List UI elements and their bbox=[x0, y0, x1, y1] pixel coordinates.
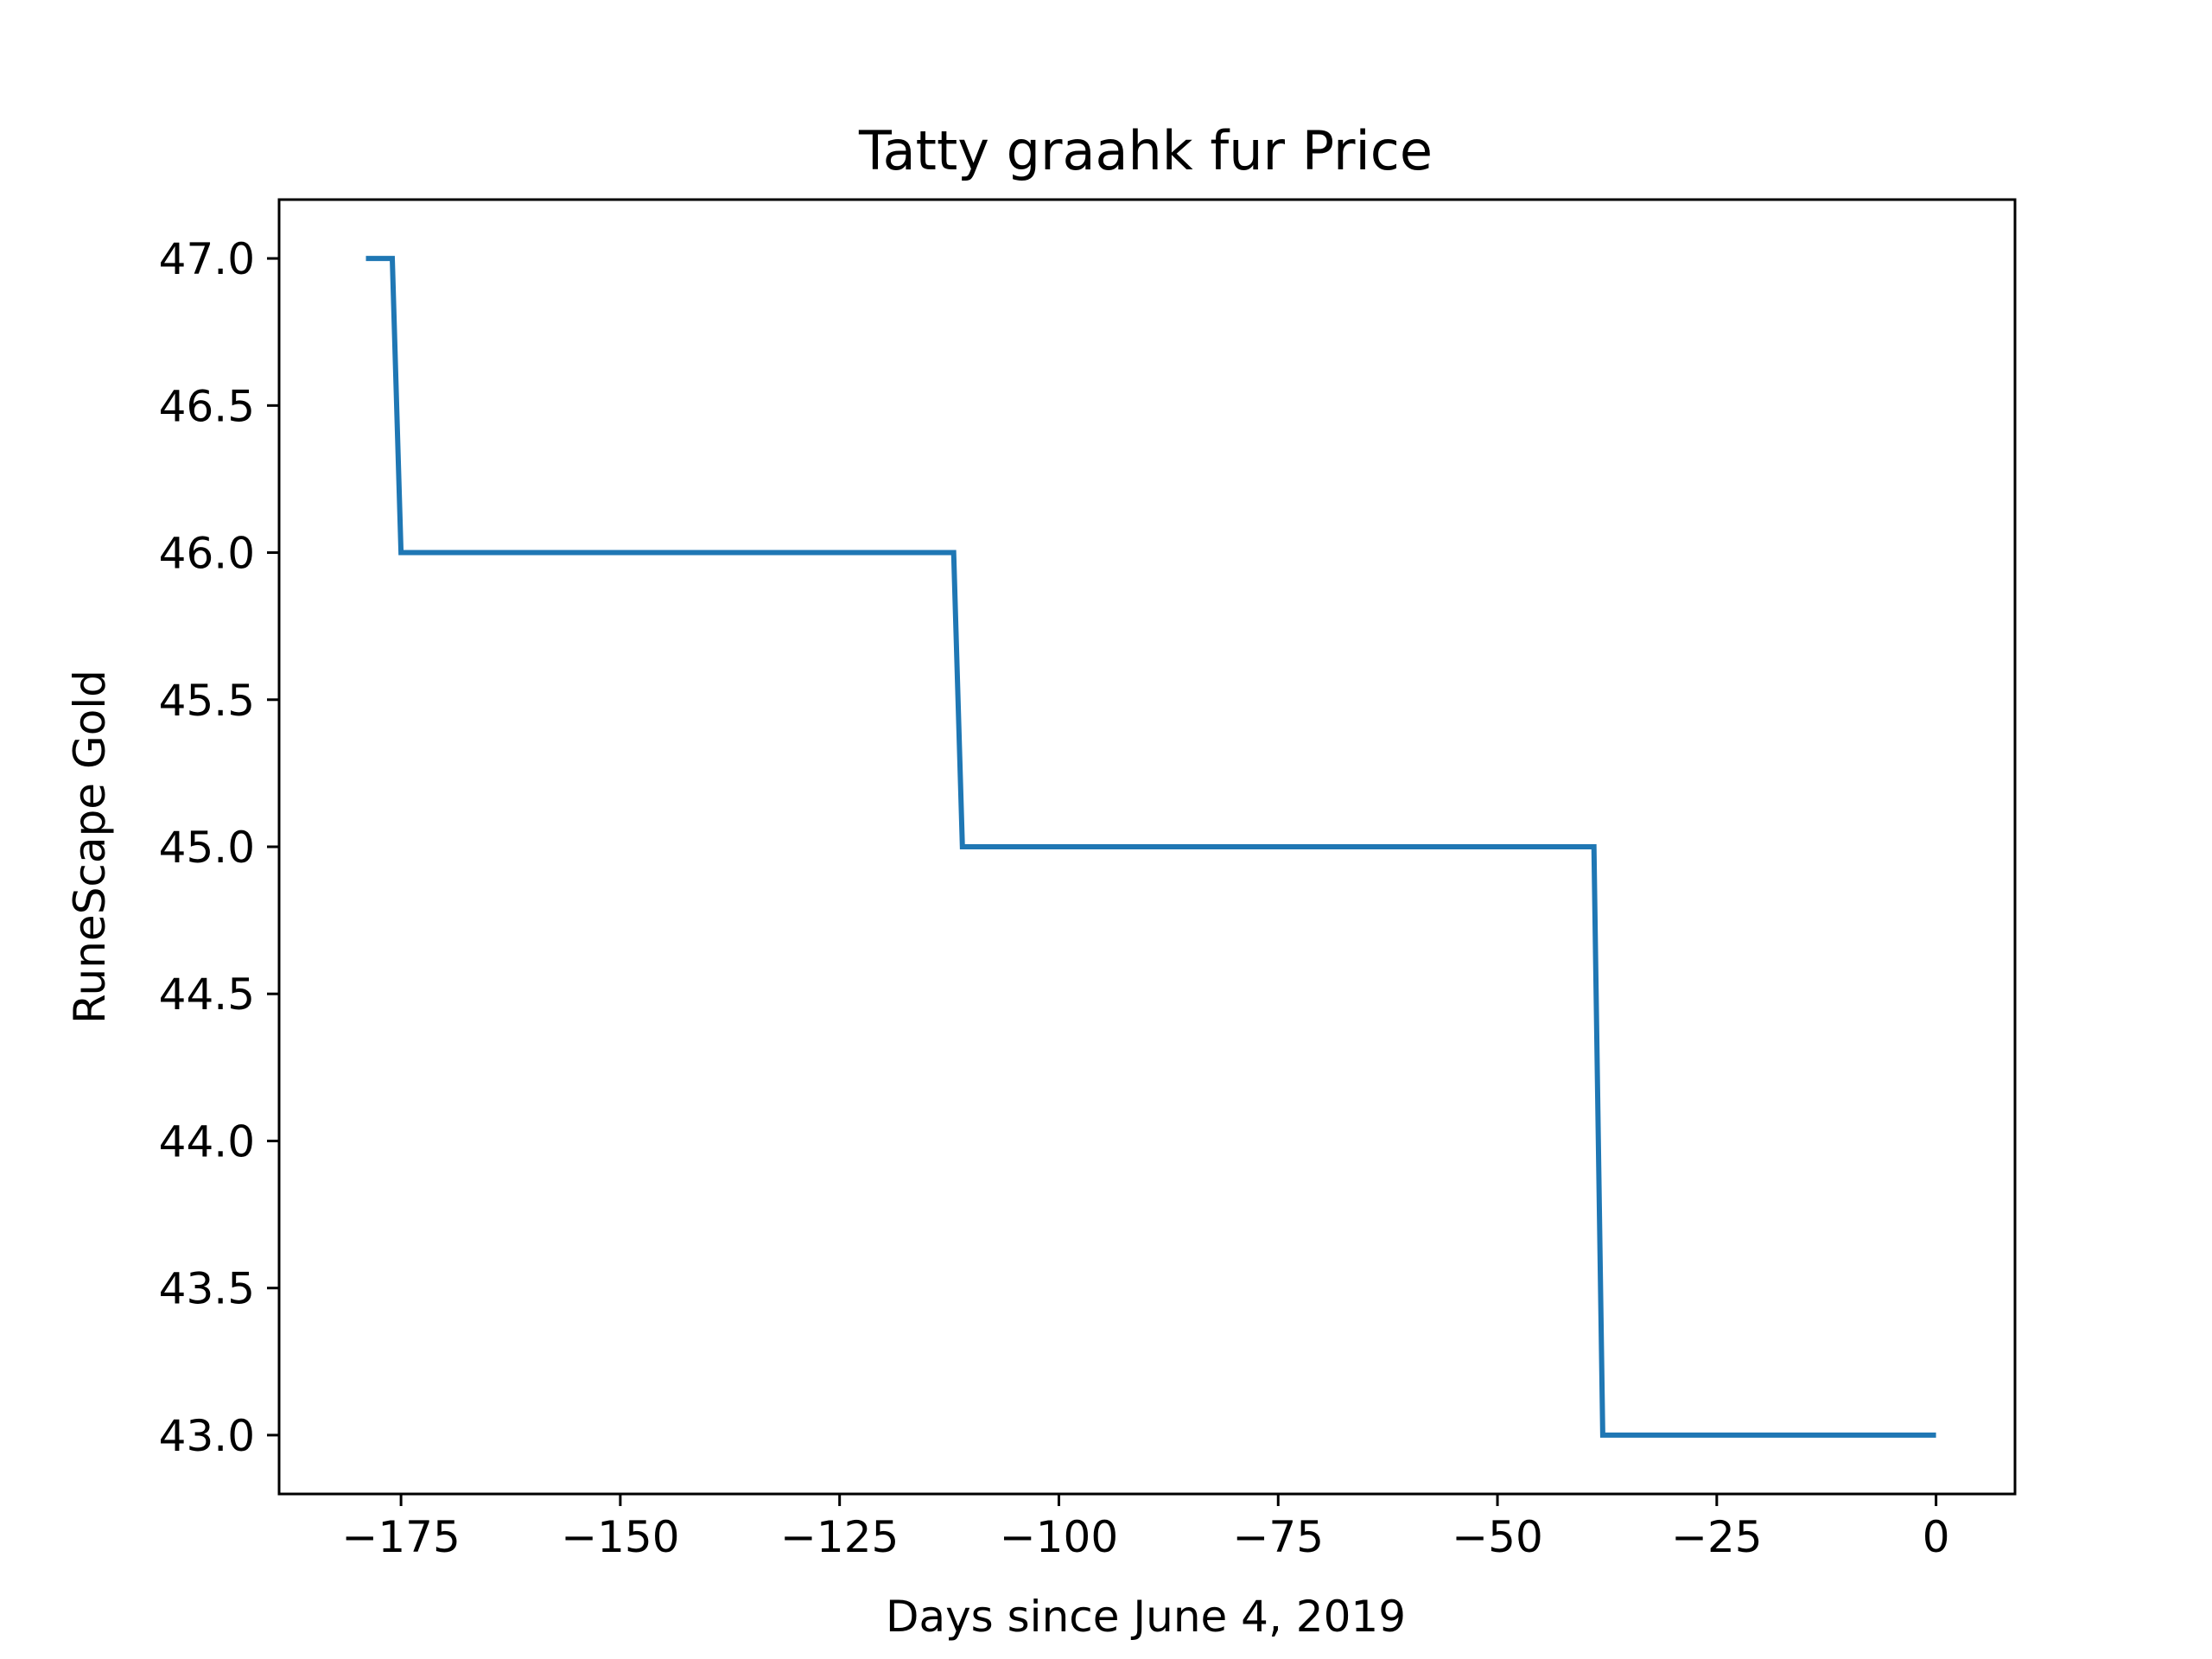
x-tick-label: −75 bbox=[1233, 1512, 1325, 1562]
y-tick-label: 44.5 bbox=[159, 969, 255, 1020]
x-tick-label: −150 bbox=[561, 1512, 679, 1562]
x-tick-label: −125 bbox=[780, 1512, 899, 1562]
y-tick-label: 45.5 bbox=[159, 676, 255, 726]
x-axis-ticks: −175 −150 −125 −100 −75 −50 −25 0 bbox=[341, 1494, 1950, 1562]
y-tick-label: 45.0 bbox=[159, 823, 255, 873]
x-tick-label: −25 bbox=[1671, 1512, 1763, 1562]
y-tick-label: 47.0 bbox=[159, 234, 255, 284]
y-tick-label: 44.0 bbox=[159, 1116, 255, 1166]
x-tick-label: −175 bbox=[341, 1512, 460, 1562]
x-tick-label: 0 bbox=[1923, 1512, 1950, 1562]
y-tick-label: 43.0 bbox=[159, 1411, 255, 1461]
x-tick-label: −50 bbox=[1452, 1512, 1543, 1562]
y-axis-label: RuneScape Gold bbox=[65, 670, 115, 1024]
y-tick-label: 46.5 bbox=[159, 381, 255, 431]
y-tick-label: 46.0 bbox=[159, 529, 255, 579]
price-series-line bbox=[365, 256, 1936, 1438]
plot-area bbox=[365, 256, 1936, 1438]
chart-title: Tatty graahk fur Price bbox=[858, 119, 1433, 182]
y-tick-label: 43.5 bbox=[159, 1264, 255, 1314]
x-axis-label: Days since June 4, 2019 bbox=[886, 1592, 1406, 1642]
x-tick-label: −100 bbox=[1000, 1512, 1118, 1562]
y-axis-ticks: 43.0 43.5 44.0 44.5 45.0 45.5 46.0 46.5 47.0 bbox=[159, 234, 279, 1461]
